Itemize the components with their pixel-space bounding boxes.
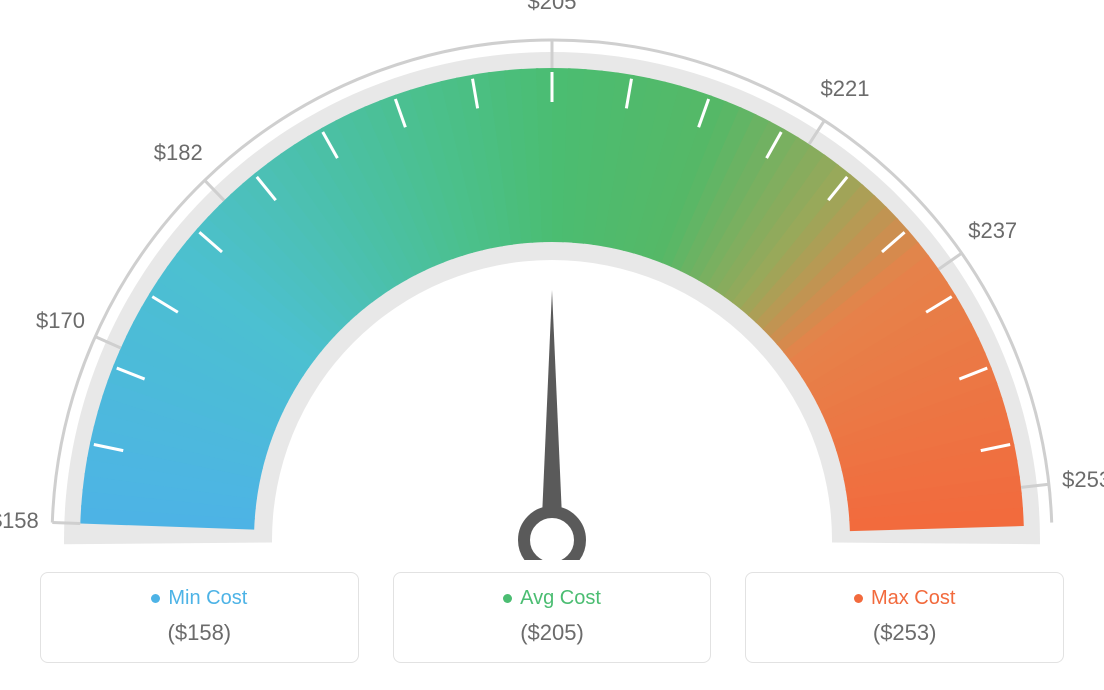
legend-value-avg: ($205) xyxy=(404,620,701,646)
legend-label-max: Max Cost xyxy=(871,587,955,610)
legend-dot-min xyxy=(151,594,160,603)
gauge-tick-label: $182 xyxy=(154,140,203,166)
legend-title-max: Max Cost xyxy=(854,587,955,610)
legend-card-min: Min Cost ($158) xyxy=(40,572,359,663)
gauge-container: $158 $170 $182 $205 $221 $237 $253 xyxy=(0,0,1104,560)
gauge-needle-hub xyxy=(524,512,580,560)
gauge-tick-label: $158 xyxy=(0,508,39,534)
gauge-svg xyxy=(0,0,1104,560)
legend-title-min: Min Cost xyxy=(151,587,247,610)
gauge-tick-label: $205 xyxy=(528,0,577,15)
gauge-tick-label: $170 xyxy=(36,308,85,334)
legend-label-avg: Avg Cost xyxy=(520,587,601,610)
legend-dot-max xyxy=(854,594,863,603)
legend-row: Min Cost ($158) Avg Cost ($205) Max Cost… xyxy=(0,572,1104,663)
legend-value-max: ($253) xyxy=(756,620,1053,646)
legend-dot-avg xyxy=(503,594,512,603)
legend-card-max: Max Cost ($253) xyxy=(745,572,1064,663)
gauge-major-tick xyxy=(52,523,80,524)
gauge-tick-label: $221 xyxy=(821,76,870,102)
gauge-tick-label: $237 xyxy=(968,218,1017,244)
legend-value-min: ($158) xyxy=(51,620,348,646)
legend-label-min: Min Cost xyxy=(168,587,247,610)
legend-card-avg: Avg Cost ($205) xyxy=(393,572,712,663)
gauge-tick-label: $253 xyxy=(1062,467,1104,493)
legend-title-avg: Avg Cost xyxy=(503,587,601,610)
